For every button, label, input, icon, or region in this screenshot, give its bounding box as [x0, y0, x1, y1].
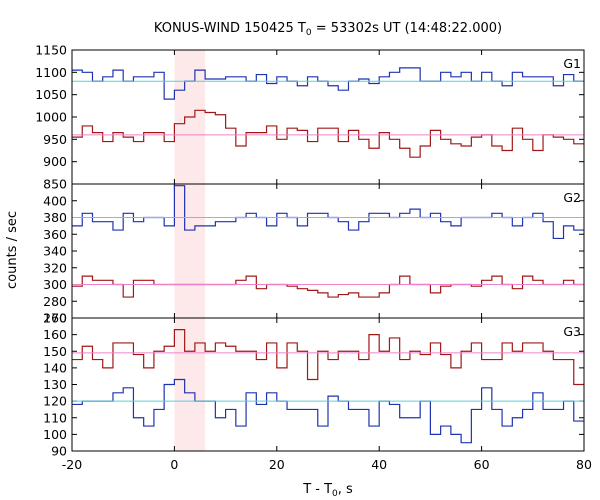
- y-tick-label: 380: [43, 210, 67, 225]
- y-tick-label: 140: [43, 360, 67, 375]
- series-line-red: [72, 329, 584, 386]
- y-tick-label: 320: [43, 260, 67, 275]
- y-tick-label: 110: [43, 410, 67, 425]
- x-tick-label: 80: [576, 457, 592, 472]
- x-tick-label: 60: [474, 457, 490, 472]
- y-tick-label: 130: [43, 377, 67, 392]
- y-tick-label: 1150: [35, 43, 67, 58]
- y-tick-label: 170: [43, 311, 67, 326]
- y-tick-label: 100: [43, 427, 67, 442]
- chart-title-prefix: KONUS-WIND 150425 T: [154, 21, 306, 36]
- x-axis-label-suffix: , s: [338, 482, 353, 497]
- panel-label: G2: [563, 190, 581, 205]
- y-tick-label: 360: [43, 227, 67, 242]
- y-tick-label: 340: [43, 244, 67, 259]
- x-axis-label: T - T0, s: [302, 482, 353, 499]
- y-tick-label: 1100: [35, 65, 67, 80]
- y-tick-label: 280: [43, 294, 67, 309]
- y-tick-label: 1050: [35, 87, 67, 102]
- y-tick-label: 260: [43, 311, 67, 326]
- y-tick-label: 850: [43, 177, 67, 192]
- series-line-red: [72, 275, 584, 298]
- y-axis-label: counts / sec: [5, 211, 20, 289]
- panel-frame: [71, 49, 585, 185]
- y-tick-label: 120: [43, 394, 67, 409]
- x-tick-label: 40: [371, 457, 387, 472]
- x-tick-label: 20: [269, 457, 285, 472]
- series-line-blue: [72, 378, 584, 444]
- y-tick-label: 160: [43, 327, 67, 342]
- chart-title-suffix: = 53302s UT (14:48:22.000): [312, 21, 502, 36]
- series-line-blue: [72, 185, 584, 240]
- y-tick-label: 150: [43, 344, 67, 359]
- y-tick-label: 950: [43, 132, 67, 147]
- y-tick-label: 300: [43, 277, 67, 292]
- x-tick-label: -20: [62, 457, 82, 472]
- panel-frame: [71, 317, 585, 452]
- y-tick-label: 900: [43, 154, 67, 169]
- chart-title-subscript: 0: [306, 28, 312, 38]
- x-axis-label-prefix: T - T: [302, 482, 332, 497]
- x-axis-label-subscript: 0: [332, 489, 338, 499]
- panel-label: G1: [563, 56, 581, 71]
- series-line-blue: [72, 67, 584, 100]
- y-tick-label: 90: [51, 444, 67, 459]
- panel-label: G3: [563, 324, 581, 339]
- series-line-red: [72, 109, 584, 158]
- y-tick-label: 400: [43, 193, 67, 208]
- plot-area: 8509009501000105011001150G12602803003203…: [35, 43, 592, 473]
- y-tick-label: 1000: [35, 110, 67, 125]
- panel-frame: [71, 183, 585, 319]
- chart-title: KONUS-WIND 150425 T0 = 53302s UT (14:48:…: [154, 21, 502, 38]
- x-tick-label: 0: [170, 457, 178, 472]
